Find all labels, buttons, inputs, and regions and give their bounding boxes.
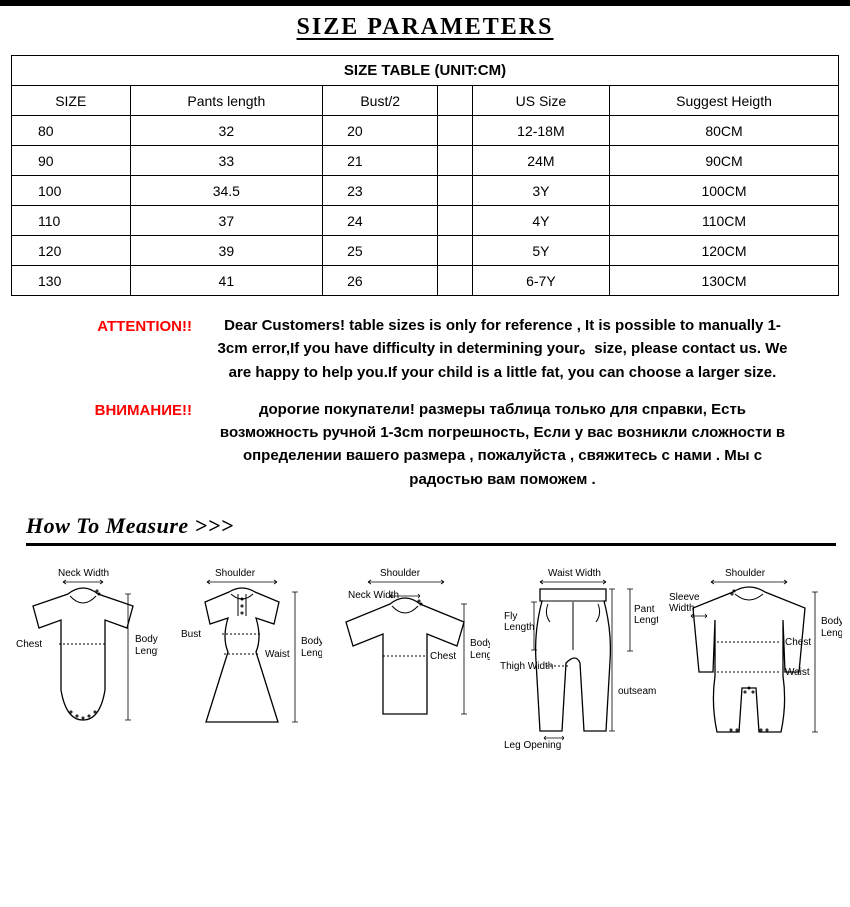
svg-text:Length: Length xyxy=(135,646,158,657)
howto-container: How To Measure >>> xyxy=(0,513,850,546)
diagram-romper: Shoulder Chest Waist Sleeve Width Body L… xyxy=(667,564,842,764)
page-title: SIZE PARAMETERS xyxy=(297,14,554,40)
th-pants: Pants length xyxy=(130,86,323,116)
label-thigh-width: Thigh Width xyxy=(500,661,553,672)
label-sleeve-width: Sleeve xyxy=(669,592,700,603)
th-blank xyxy=(438,86,473,116)
th-bust: Bust/2 xyxy=(323,86,438,116)
diagram-shirt: Shoulder Neck Width Chest Body Length xyxy=(330,564,490,754)
label-shoulder2: Shoulder xyxy=(380,568,421,579)
svg-text:Length: Length xyxy=(821,628,842,639)
th-ussize: US Size xyxy=(472,86,609,116)
table-row: 12039255Y120CM xyxy=(12,236,839,266)
table-row: 10034.5233Y100CM xyxy=(12,176,839,206)
size-table: SIZE TABLE (UNIT:CM) SIZE Pants length B… xyxy=(11,55,839,296)
svg-text:Length: Length xyxy=(634,615,658,626)
label-bust: Bust xyxy=(181,629,201,640)
vnimanie-text: дорогие покупатели! размеры таблица толь… xyxy=(210,398,795,491)
attention-label: ATTENTION!! xyxy=(55,314,210,384)
notes-block: ATTENTION!! Dear Customers! table sizes … xyxy=(55,314,795,491)
table-row: 11037244Y110CM xyxy=(12,206,839,236)
diagram-pants: Waist Width Fly Length Thigh Width outse… xyxy=(498,564,658,764)
label-chest: Chest xyxy=(16,639,42,650)
table-row: 80322012-18M80CM xyxy=(12,116,839,146)
label-neck-width: Neck Width xyxy=(58,568,109,579)
label-waist2: Waist xyxy=(785,667,810,678)
label-fly-length: Fly xyxy=(504,611,517,622)
howto-heading: How To Measure >>> xyxy=(26,513,234,538)
label-chest2: Chest xyxy=(430,651,456,662)
label-leg-opening: Leg Opening xyxy=(504,740,561,751)
label-body-length: Body xyxy=(135,634,158,645)
svg-text:Length: Length xyxy=(470,650,490,661)
measure-diagrams: Neck Width Chest Body Length Shoulder Bu… xyxy=(0,546,850,794)
attention-row: ATTENTION!! Dear Customers! table sizes … xyxy=(55,314,795,384)
th-size: SIZE xyxy=(12,86,131,116)
table-row: 13041266-7Y130CM xyxy=(12,266,839,296)
label-shoulder: Shoulder xyxy=(215,568,256,579)
label-waist-width: Waist Width xyxy=(548,568,601,579)
title-container: SIZE PARAMETERS xyxy=(0,6,850,45)
table-caption: SIZE TABLE (UNIT:CM) xyxy=(12,56,839,86)
svg-text:Body: Body xyxy=(470,638,490,649)
table-header-row: SIZE Pants length Bust/2 US Size Suggest… xyxy=(12,86,839,116)
label-neck-width2: Neck Width xyxy=(348,590,399,601)
diagram-onesie: Neck Width Chest Body Length xyxy=(8,564,158,754)
diagram-dress: Shoulder Bust Waist Body Length xyxy=(167,564,322,754)
label-outseam: outseam xyxy=(618,686,656,697)
attention-text: Dear Customers! table sizes is only for … xyxy=(210,314,795,384)
svg-text:Body: Body xyxy=(821,616,842,627)
svg-text:Pant: Pant xyxy=(634,604,655,615)
vnimanie-label: ВНИМАНИЕ!! xyxy=(55,398,210,491)
vnimanie-row: ВНИМАНИЕ!! дорогие покупатели! размеры т… xyxy=(55,398,795,491)
label-chest3: Chest xyxy=(785,637,811,648)
svg-text:Width: Width xyxy=(669,603,695,614)
svg-text:Length: Length xyxy=(301,648,322,659)
svg-text:Length: Length xyxy=(504,622,535,633)
th-height: Suggest Heigth xyxy=(610,86,839,116)
svg-text:Body: Body xyxy=(301,636,322,647)
table-row: 90332124M90CM xyxy=(12,146,839,176)
label-shoulder3: Shoulder xyxy=(725,568,766,579)
label-waist: Waist xyxy=(265,649,290,660)
